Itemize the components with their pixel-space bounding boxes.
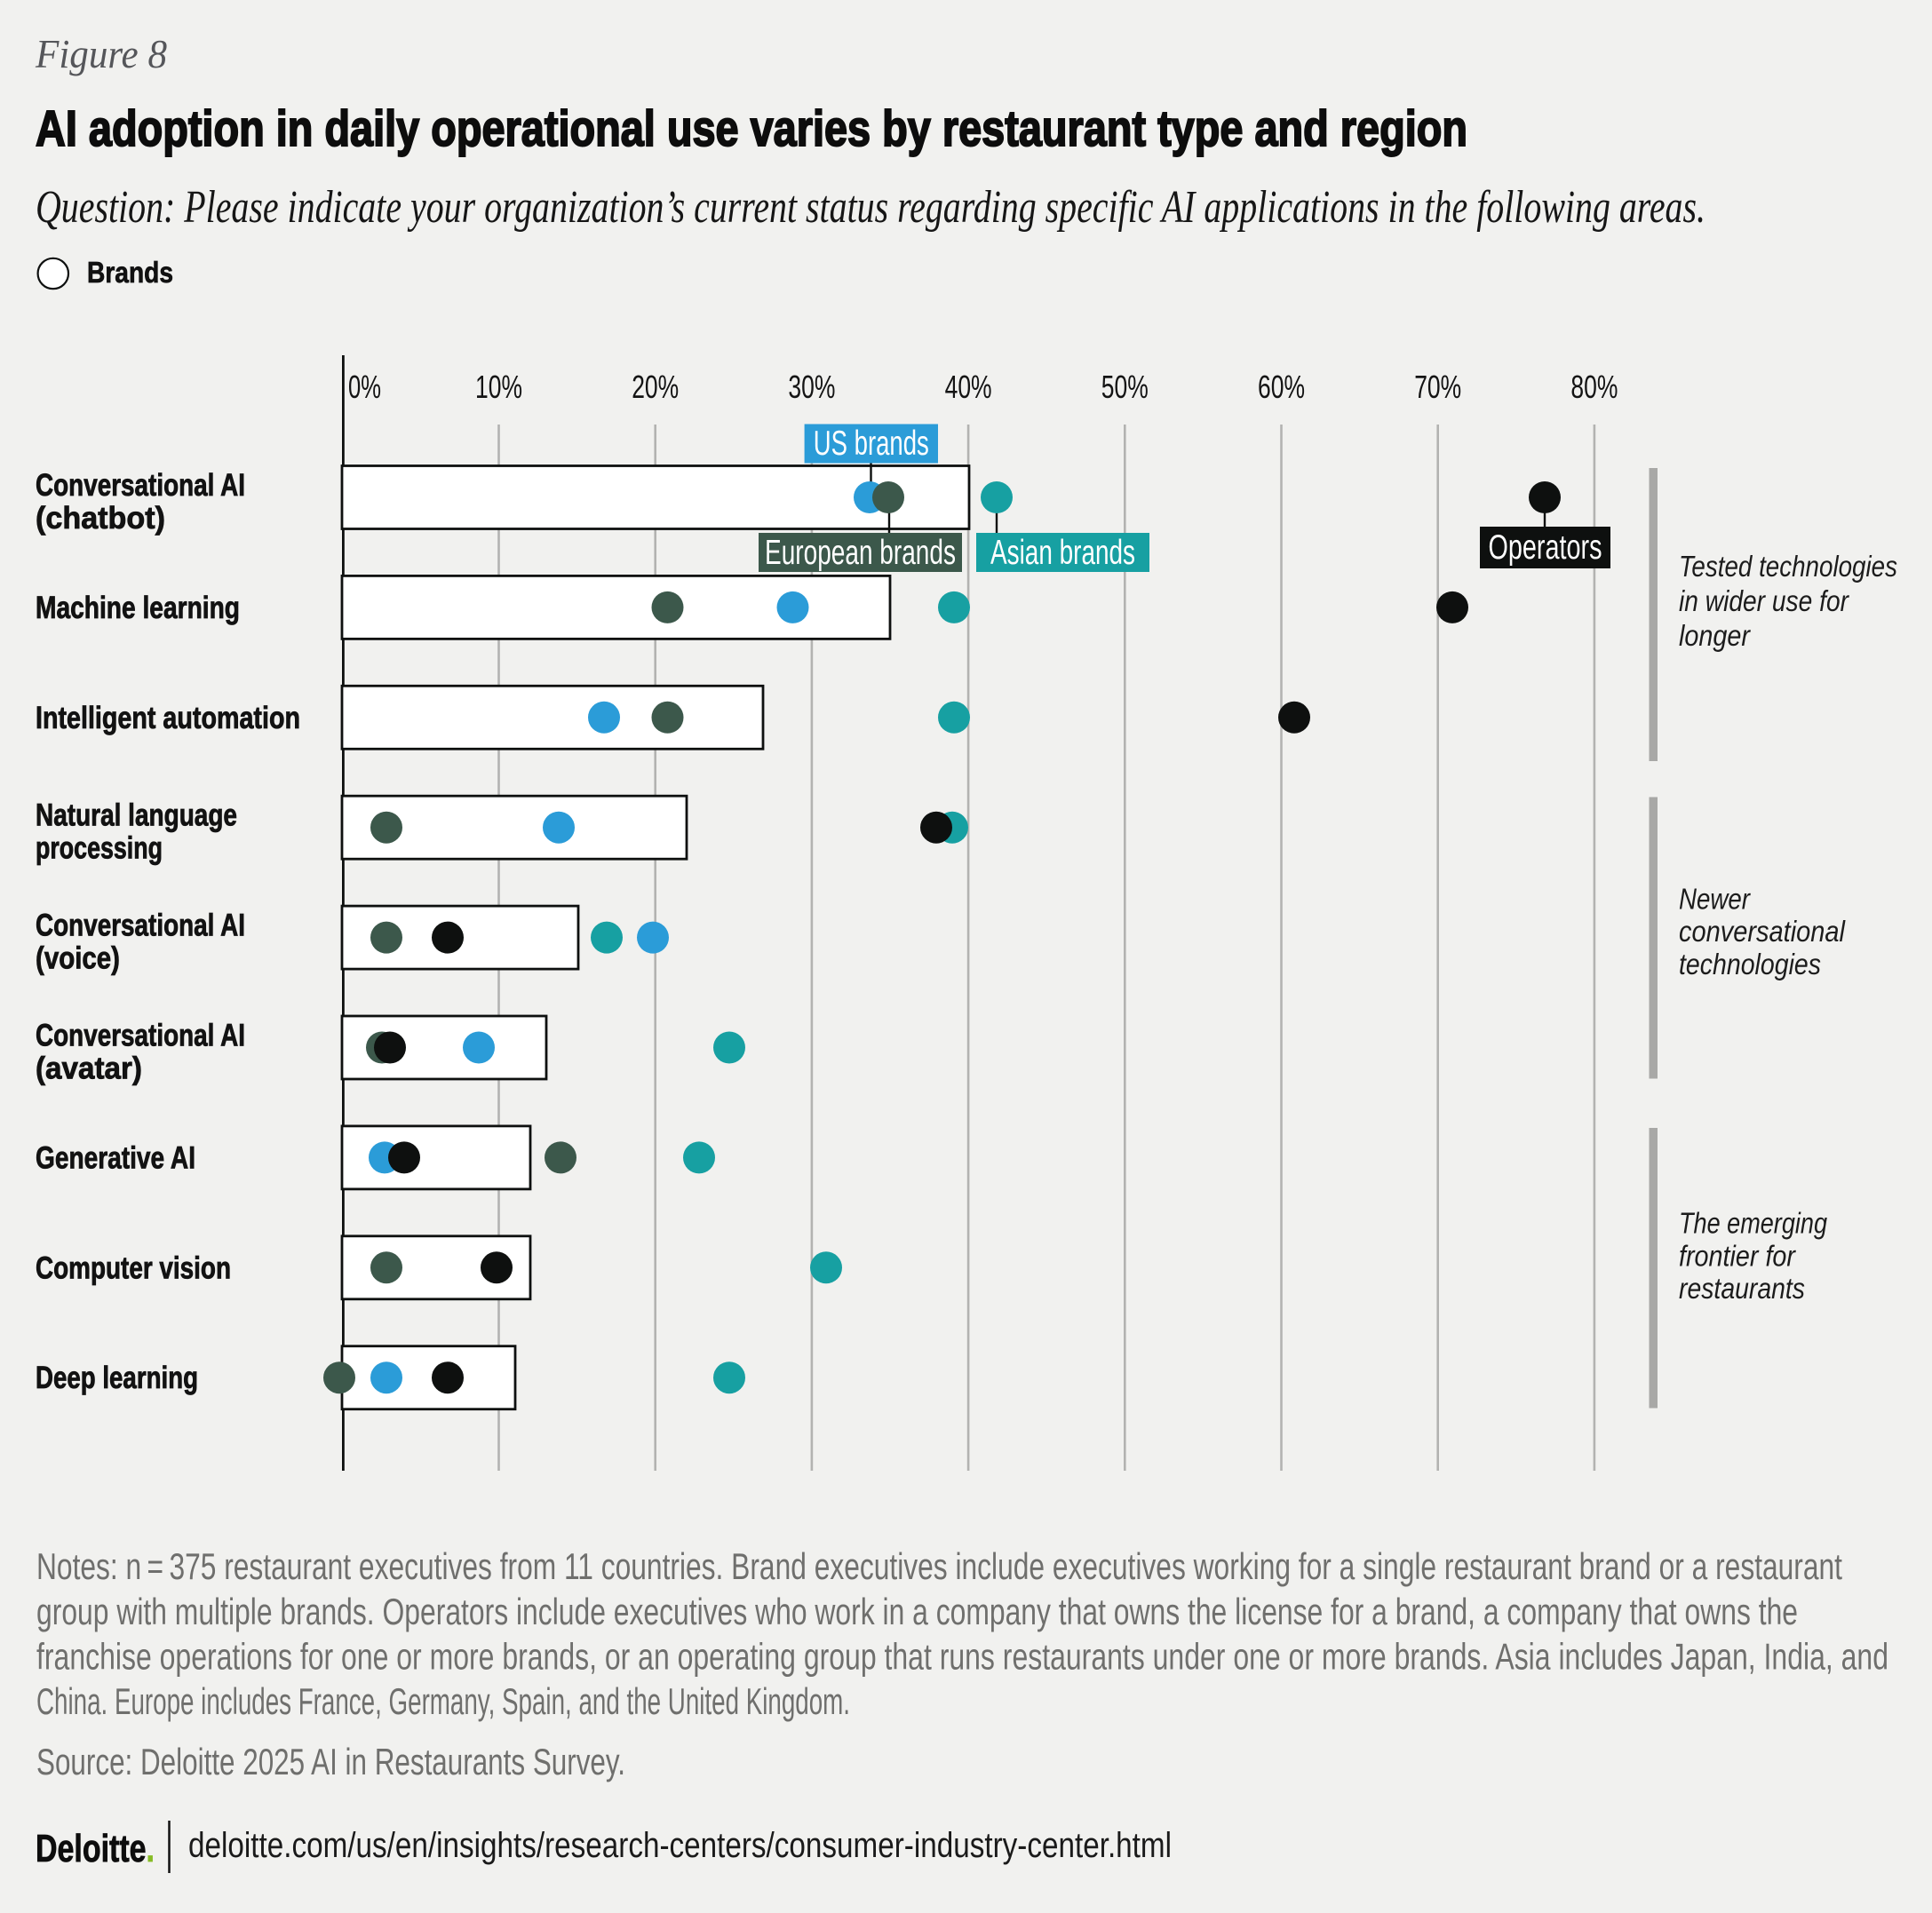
- svg-text:Asian brands: Asian brands: [990, 534, 1135, 572]
- svg-text:Computer vision: Computer vision: [36, 1250, 231, 1285]
- svg-text:Generative AI: Generative AI: [36, 1140, 195, 1175]
- svg-text:Deep learning: Deep learning: [36, 1361, 198, 1395]
- svg-text:Machine learning: Machine learning: [36, 591, 240, 625]
- svg-text:European brands: European brands: [765, 534, 956, 572]
- svg-text:Notes: n = 375 restaurant exec: Notes: n = 375 restaurant executives fro…: [36, 1545, 1842, 1587]
- svg-text:US brands: US brands: [814, 425, 929, 463]
- svg-text:50%: 50%: [1101, 369, 1149, 405]
- svg-text:Operators: Operators: [1489, 528, 1602, 567]
- svg-text:Newer: Newer: [1679, 882, 1752, 915]
- svg-text:AI adoption in daily operation: AI adoption in daily operational use var…: [36, 100, 1467, 157]
- svg-text:20%: 20%: [632, 369, 679, 405]
- svg-text:Deloitte.: Deloitte.: [36, 1827, 155, 1870]
- svg-text:China. Europe includes France,: China. Europe includes France, Germany, …: [36, 1680, 850, 1722]
- svg-text:Natural language: Natural language: [36, 798, 237, 833]
- svg-text:(avatar): (avatar): [36, 1052, 142, 1086]
- svg-text:Figure 8: Figure 8: [35, 31, 167, 76]
- svg-text:longer: longer: [1679, 619, 1752, 652]
- svg-text:processing: processing: [36, 831, 163, 866]
- svg-text:80%: 80%: [1570, 369, 1618, 405]
- svg-text:Brands: Brands: [87, 256, 173, 289]
- svg-text:70%: 70%: [1414, 369, 1461, 405]
- svg-text:Question: Please indicate your: Question: Please indicate your organizat…: [36, 182, 1705, 233]
- svg-text:Source: Deloitte 2025 AI in Re: Source: Deloitte 2025 AI in Restaurants …: [36, 1741, 625, 1782]
- svg-text:(chatbot): (chatbot): [36, 501, 165, 536]
- svg-text:in wider use for: in wider use for: [1679, 584, 1850, 617]
- svg-text:restaurants: restaurants: [1679, 1272, 1805, 1305]
- svg-text:60%: 60%: [1258, 369, 1305, 405]
- svg-text:40%: 40%: [945, 369, 992, 405]
- svg-text:franchise operations for one o: franchise operations for one or more bra…: [36, 1636, 1888, 1678]
- svg-text:group with multiple brands. Op: group with multiple brands. Operators in…: [36, 1591, 1798, 1632]
- svg-text:0%: 0%: [348, 369, 381, 405]
- svg-text:deloitte.com/us/en/insights/re: deloitte.com/us/en/insights/research-cen…: [188, 1826, 1172, 1865]
- svg-text:10%: 10%: [475, 369, 522, 405]
- svg-text:(voice): (voice): [36, 941, 120, 976]
- svg-text:Conversational AI: Conversational AI: [36, 909, 245, 943]
- svg-text:frontier for: frontier for: [1679, 1239, 1797, 1272]
- svg-text:The emerging: The emerging: [1679, 1207, 1828, 1240]
- svg-text:Tested technologies: Tested technologies: [1679, 550, 1897, 583]
- svg-text:Conversational AI: Conversational AI: [36, 468, 245, 503]
- svg-text:Conversational AI: Conversational AI: [36, 1019, 245, 1053]
- svg-text:30%: 30%: [788, 369, 835, 405]
- svg-text:technologies: technologies: [1679, 948, 1821, 980]
- svg-text:conversational: conversational: [1679, 915, 1846, 948]
- svg-text:Intelligent automation: Intelligent automation: [36, 701, 300, 735]
